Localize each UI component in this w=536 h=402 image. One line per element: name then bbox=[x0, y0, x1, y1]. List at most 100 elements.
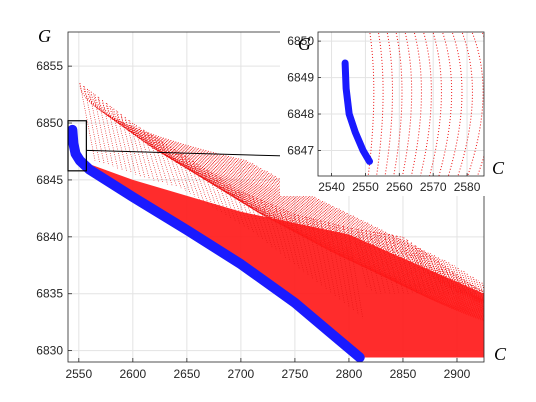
red-dotted-line bbox=[482, 292, 484, 298]
red-streak bbox=[170, 146, 187, 192]
inset-blue-curve-line bbox=[341, 59, 373, 165]
red-streak bbox=[183, 155, 200, 200]
red-streak bbox=[356, 228, 373, 292]
red-dotted-line bbox=[90, 91, 263, 170]
red-streak bbox=[465, 280, 481, 294]
red-streak bbox=[279, 207, 296, 266]
zoom-box bbox=[67, 120, 87, 172]
red-streak bbox=[129, 120, 146, 178]
red-streak bbox=[97, 96, 114, 167]
inset-red-dotted-line bbox=[476, 32, 484, 176]
red-dotted-line bbox=[478, 290, 484, 300]
red-streak bbox=[474, 286, 484, 292]
red-streak bbox=[283, 209, 300, 269]
red-streak bbox=[365, 230, 382, 294]
red-streak bbox=[369, 231, 386, 294]
inset-red-dotted-line bbox=[410, 32, 422, 176]
red-streak bbox=[215, 175, 232, 220]
red-dotted-line bbox=[203, 168, 407, 243]
main-x-tick-label: 2900 bbox=[444, 367, 471, 381]
red-dotted-line bbox=[120, 114, 302, 191]
red-streak bbox=[351, 228, 368, 288]
inset-red-dotted-line bbox=[429, 32, 442, 176]
red-streak bbox=[102, 100, 119, 169]
red-streak bbox=[410, 242, 427, 294]
red-streak bbox=[469, 283, 484, 294]
red-dotted-line bbox=[151, 134, 340, 210]
red-dotted-line bbox=[169, 146, 364, 222]
inset-red-dotted-lines bbox=[367, 30, 536, 179]
red-dotted-line bbox=[124, 117, 307, 193]
inset-red-dotted-line bbox=[376, 32, 384, 176]
red-dotted-line bbox=[102, 100, 278, 178]
red-dotted-line bbox=[429, 255, 484, 303]
inset-red-dotted-line bbox=[527, 30, 536, 179]
red-streak bbox=[88, 89, 105, 164]
inset-red-dotted-line bbox=[367, 32, 375, 176]
inset-x-axis-label: C bbox=[492, 158, 505, 178]
inset-x-tick-label: 2580 bbox=[454, 180, 481, 194]
red-dotted-line bbox=[109, 105, 287, 183]
red-streak bbox=[261, 199, 277, 251]
red-dotted-line bbox=[230, 184, 441, 259]
red-streak bbox=[433, 258, 450, 294]
main-x-tick-label: 2600 bbox=[119, 367, 146, 381]
inset-red-dotted-line bbox=[457, 32, 473, 176]
red-streak bbox=[479, 290, 484, 292]
red-dotted-line bbox=[94, 94, 268, 173]
red-streak bbox=[320, 220, 336, 298]
red-streak bbox=[397, 235, 414, 294]
red-dotted-line bbox=[184, 156, 383, 231]
red-streak bbox=[165, 143, 182, 189]
inset-axes-frame bbox=[317, 31, 485, 177]
inset-blue-curve bbox=[341, 59, 373, 165]
inset-x-tick-label: 2570 bbox=[420, 180, 447, 194]
red-dotted-line bbox=[192, 160, 393, 236]
red-streak bbox=[256, 197, 273, 248]
red-streak bbox=[252, 196, 268, 244]
red-dotted-line bbox=[79, 83, 249, 162]
red-streak bbox=[193, 161, 209, 206]
red-dotted-line bbox=[218, 177, 427, 252]
inset-red-dotted-line bbox=[506, 30, 527, 179]
red-dotted-line bbox=[113, 108, 292, 186]
inset-chart: 2540 2550 2560 2570 2580 6847 6848 6849 6850 C G bbox=[280, 26, 536, 196]
red-streak bbox=[306, 216, 323, 287]
main-y-tick-label: 6855 bbox=[36, 59, 63, 73]
red-dotted-line bbox=[181, 153, 379, 229]
red-streak bbox=[242, 192, 259, 237]
red-streak bbox=[188, 158, 205, 203]
red-dotted-line bbox=[166, 144, 359, 220]
red-streak bbox=[297, 214, 314, 280]
main-tick-labels: 2550 2600 2650 2700 2750 2800 2850 2900 6830 6835… bbox=[36, 59, 470, 381]
red-streak bbox=[79, 83, 96, 161]
inset-y-tick-label: 6847 bbox=[287, 143, 314, 157]
red-streak bbox=[229, 184, 246, 228]
red-streak bbox=[447, 267, 463, 294]
red-streak bbox=[419, 248, 436, 294]
main-x-tick-label: 2800 bbox=[336, 367, 363, 381]
inset-y-tick-label: 6850 bbox=[287, 34, 314, 48]
main-x-tick-label: 2850 bbox=[390, 367, 417, 381]
red-streak bbox=[456, 274, 472, 294]
red-streak bbox=[202, 166, 218, 211]
red-dotted-line bbox=[226, 182, 436, 257]
main-x-tick-label: 2550 bbox=[65, 367, 92, 381]
red-streak bbox=[179, 152, 196, 197]
red-streak bbox=[93, 93, 109, 166]
inset-red-dotted-line bbox=[384, 32, 393, 176]
red-dotted-line bbox=[158, 139, 350, 215]
inset-x-tick-label: 2540 bbox=[318, 180, 345, 194]
inset-x-tick-label: 2560 bbox=[386, 180, 413, 194]
red-dotted-line bbox=[410, 242, 484, 304]
red-streak bbox=[124, 117, 141, 177]
red-streak bbox=[424, 252, 441, 294]
red-dotted-line bbox=[128, 119, 311, 196]
red-dotted-line bbox=[117, 111, 297, 188]
main-x-tick-label: 2650 bbox=[174, 367, 201, 381]
red-dotted-line bbox=[139, 127, 326, 203]
red-dense-region bbox=[79, 160, 484, 358]
red-streak bbox=[406, 239, 423, 294]
main-x-axis-label: C bbox=[494, 344, 507, 364]
